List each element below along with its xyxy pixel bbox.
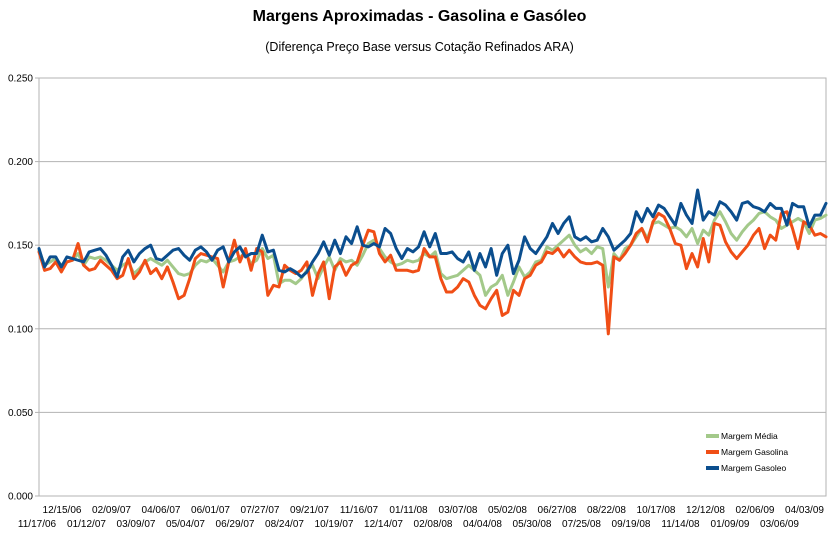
x-tick-label: 09/21/07 bbox=[290, 505, 329, 516]
x-tick-label: 12/14/07 bbox=[364, 519, 403, 530]
x-tick-label: 05/02/08 bbox=[488, 505, 527, 516]
chart-subtitle: (Diferença Preço Base versus Cotação Ref… bbox=[265, 40, 574, 54]
y-tick-label: 0.000 bbox=[8, 492, 33, 503]
series-line-margem-gasolina bbox=[37, 210, 828, 336]
x-tick-label: 07/25/08 bbox=[562, 519, 601, 530]
x-tick-label: 08/24/07 bbox=[265, 519, 304, 530]
x-tick-label: 11/17/06 bbox=[18, 519, 57, 530]
x-tick-label: 09/19/08 bbox=[612, 519, 651, 530]
x-tick-label: 05/30/08 bbox=[513, 519, 552, 530]
series-line-margem-gasoleo bbox=[37, 188, 828, 279]
series-lines bbox=[37, 188, 828, 336]
x-tick-label: 03/09/07 bbox=[117, 519, 156, 530]
y-tick-label: 0.100 bbox=[8, 324, 33, 335]
y-axis-ticks: 0.000 0.050 0.100 0.150 0.200 0.250 bbox=[8, 74, 39, 503]
x-tick-label: 12/12/08 bbox=[686, 505, 725, 516]
plot-area-frame bbox=[38, 77, 827, 497]
x-tick-label: 08/22/08 bbox=[587, 505, 626, 516]
x-tick-label: 06/29/07 bbox=[216, 519, 255, 530]
y-tick-label: 0.200 bbox=[8, 157, 33, 168]
x-tick-label: 05/04/07 bbox=[166, 519, 205, 530]
x-tick-label: 01/11/08 bbox=[389, 505, 428, 516]
gridlines bbox=[39, 161, 826, 413]
x-tick-label: 07/27/07 bbox=[241, 505, 280, 516]
x-tick-label: 04/03/09 bbox=[785, 505, 824, 516]
x-tick-label: 02/08/08 bbox=[414, 519, 453, 530]
legend-label: Margem Média bbox=[721, 431, 778, 441]
x-tick-label: 10/17/08 bbox=[637, 505, 676, 516]
x-tick-label: 06/01/07 bbox=[191, 505, 230, 516]
legend-label: Margem Gasolina bbox=[721, 447, 788, 457]
x-axis-ticks: 11/17/06 01/12/07 03/09/07 05/04/07 06/29/07… bbox=[18, 505, 824, 530]
x-tick-label: 10/19/07 bbox=[315, 519, 354, 530]
y-tick-label: 0.150 bbox=[8, 241, 33, 252]
y-tick-label: 0.050 bbox=[8, 408, 33, 419]
series-line-margem-media bbox=[37, 210, 828, 297]
x-tick-label: 06/27/08 bbox=[538, 505, 577, 516]
y-tick-label: 0.250 bbox=[8, 74, 33, 85]
x-tick-label: 01/12/07 bbox=[67, 519, 106, 530]
chart-title: Margens Aproximadas - Gasolina e Gasóleo bbox=[252, 8, 587, 25]
x-tick-label: 02/06/09 bbox=[736, 505, 775, 516]
x-tick-label: 04/04/08 bbox=[463, 519, 502, 530]
x-tick-label: 01/09/09 bbox=[711, 519, 750, 530]
legend: Margem Média Margem Gasolina Margem Gasole… bbox=[706, 431, 788, 473]
x-tick-label: 12/15/06 bbox=[43, 505, 82, 516]
x-tick-label: 02/09/07 bbox=[92, 505, 131, 516]
x-tick-label: 04/06/07 bbox=[142, 505, 181, 516]
x-tick-label: 03/07/08 bbox=[439, 505, 478, 516]
x-tick-label: 03/06/09 bbox=[760, 519, 799, 530]
x-tick-label: 11/14/08 bbox=[661, 519, 700, 530]
x-tick-label: 11/16/07 bbox=[340, 505, 379, 516]
legend-label: Margem Gasoleo bbox=[721, 463, 786, 473]
